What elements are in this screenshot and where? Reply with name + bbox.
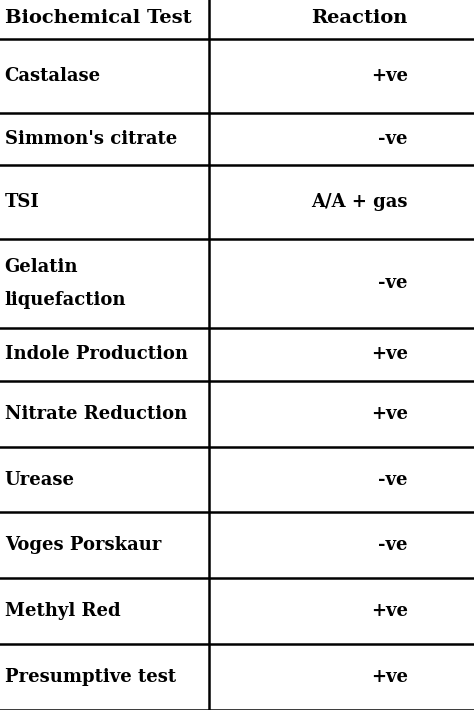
- Text: -ve: -ve: [378, 275, 408, 293]
- Text: -ve: -ve: [378, 471, 408, 488]
- Text: Indole Production: Indole Production: [5, 345, 188, 364]
- Text: +ve: +ve: [371, 67, 408, 85]
- Text: Castalase: Castalase: [5, 67, 101, 85]
- Text: -ve: -ve: [378, 536, 408, 555]
- Text: Voges Porskaur: Voges Porskaur: [5, 536, 161, 555]
- Text: Simmon's citrate: Simmon's citrate: [5, 130, 177, 148]
- Text: Reaction: Reaction: [311, 9, 408, 26]
- Text: +ve: +ve: [371, 345, 408, 364]
- Text: Methyl Red: Methyl Red: [5, 602, 120, 621]
- Text: liquefaction: liquefaction: [5, 290, 126, 309]
- Text: Gelatin: Gelatin: [5, 258, 78, 276]
- Text: TSI: TSI: [5, 193, 40, 211]
- Text: +ve: +ve: [371, 405, 408, 422]
- Text: A/A + gas: A/A + gas: [311, 193, 408, 211]
- Text: Urease: Urease: [5, 471, 75, 488]
- Text: +ve: +ve: [371, 602, 408, 621]
- Text: Biochemical Test: Biochemical Test: [5, 9, 191, 26]
- Text: +ve: +ve: [371, 668, 408, 686]
- Text: Presumptive test: Presumptive test: [5, 668, 176, 686]
- Text: Nitrate Reduction: Nitrate Reduction: [5, 405, 187, 422]
- Text: -ve: -ve: [378, 130, 408, 148]
